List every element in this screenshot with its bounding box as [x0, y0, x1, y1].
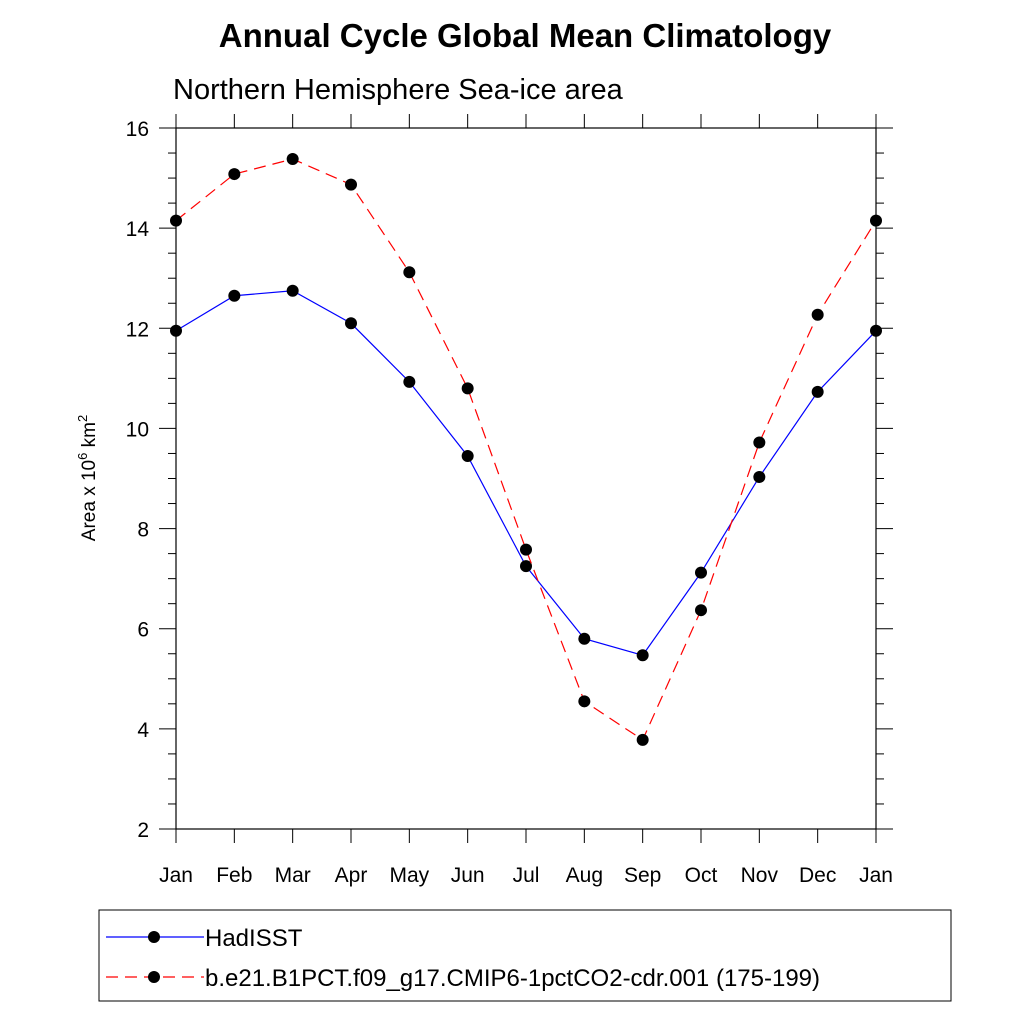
data-point-0: [636, 649, 649, 662]
series-layer: [170, 153, 882, 746]
y-tick-label: 2: [137, 819, 149, 842]
x-tick-label: Jul: [513, 864, 540, 887]
data-point-1: [753, 436, 766, 449]
x-tick-label: Jun: [451, 864, 485, 887]
data-point-0: [345, 317, 357, 330]
data-point-0: [403, 375, 416, 388]
plot-frame: [175, 127, 877, 830]
data-point-0: [228, 289, 241, 302]
data-point-1: [695, 604, 707, 617]
y-axis-label-unit-exponent: 2: [75, 415, 90, 422]
data-point-0: [695, 566, 707, 579]
data-point-1: [870, 214, 882, 227]
y-axis-label: Area x 106 km2: [75, 415, 100, 541]
chart-title: Annual Cycle Global Mean Climatology: [219, 17, 832, 54]
series-line-1: [175, 158, 877, 741]
y-tick-label: 10: [126, 418, 149, 441]
y-tick-label: 16: [126, 118, 149, 141]
axes: 2 4 6 8 10 12 14 16 Jan Feb Mar Apr May Jun Jul Aug Sep O…: [126, 114, 893, 887]
data-point-1: [170, 214, 182, 227]
x-tick-label: Jan: [859, 864, 893, 887]
data-point-1: [345, 178, 357, 191]
y-axis-label-prefix: Area x 10: [79, 460, 100, 541]
y-axis-label-unit: km: [79, 422, 100, 453]
series-line-0: [175, 290, 877, 656]
x-tick-label: Dec: [799, 864, 836, 887]
legend: HadISST b.e21.B1PCT.f09_g17.CMIP6-1pctCO2…: [98, 909, 952, 1002]
y-tick-label: 14: [126, 218, 150, 241]
data-point-1: [286, 153, 299, 166]
data-point-0: [461, 449, 474, 462]
data-point-0: [170, 324, 182, 337]
x-tick-label: Aug: [566, 864, 603, 887]
data-point-1: [520, 543, 532, 556]
legend-label-0: HadISST: [205, 925, 303, 952]
data-point-1: [403, 266, 416, 279]
x-tick-label: Jan: [159, 864, 193, 887]
legend-box: [98, 909, 952, 1002]
data-point-0: [578, 632, 591, 645]
data-point-1: [811, 308, 824, 321]
x-tick-label: May: [389, 864, 429, 887]
legend-marker-1: [148, 971, 160, 983]
y-tick-label: 6: [137, 619, 149, 642]
x-tick-label: Apr: [335, 864, 368, 887]
x-tick-label: Nov: [741, 864, 779, 887]
data-point-0: [811, 385, 824, 398]
legend-label-1: b.e21.B1PCT.f09_g17.CMIP6-1pctCO2-cdr.00…: [205, 965, 820, 992]
data-point-0: [753, 470, 766, 483]
data-point-1: [228, 168, 241, 181]
x-tick-label: Sep: [624, 864, 661, 887]
x-tick-label: Mar: [275, 864, 311, 887]
x-tick-label: Oct: [685, 864, 718, 887]
legend-marker-0: [148, 931, 160, 943]
x-tick-label: Feb: [216, 864, 252, 887]
y-axis-label-exponent: 6: [75, 453, 90, 460]
y-tick-label: 4: [137, 719, 149, 742]
data-point-0: [520, 560, 532, 573]
data-point-0: [870, 324, 882, 337]
chart-subtitle: Northern Hemisphere Sea-ice area: [173, 74, 624, 106]
y-tick-label: 8: [137, 519, 149, 542]
data-point-1: [636, 733, 649, 746]
y-tick-label: 12: [126, 318, 149, 341]
data-point-1: [461, 382, 474, 395]
legend-items: HadISST b.e21.B1PCT.f09_g17.CMIP6-1pctCO2…: [106, 925, 820, 992]
data-point-0: [286, 284, 299, 297]
data-point-1: [578, 695, 591, 708]
